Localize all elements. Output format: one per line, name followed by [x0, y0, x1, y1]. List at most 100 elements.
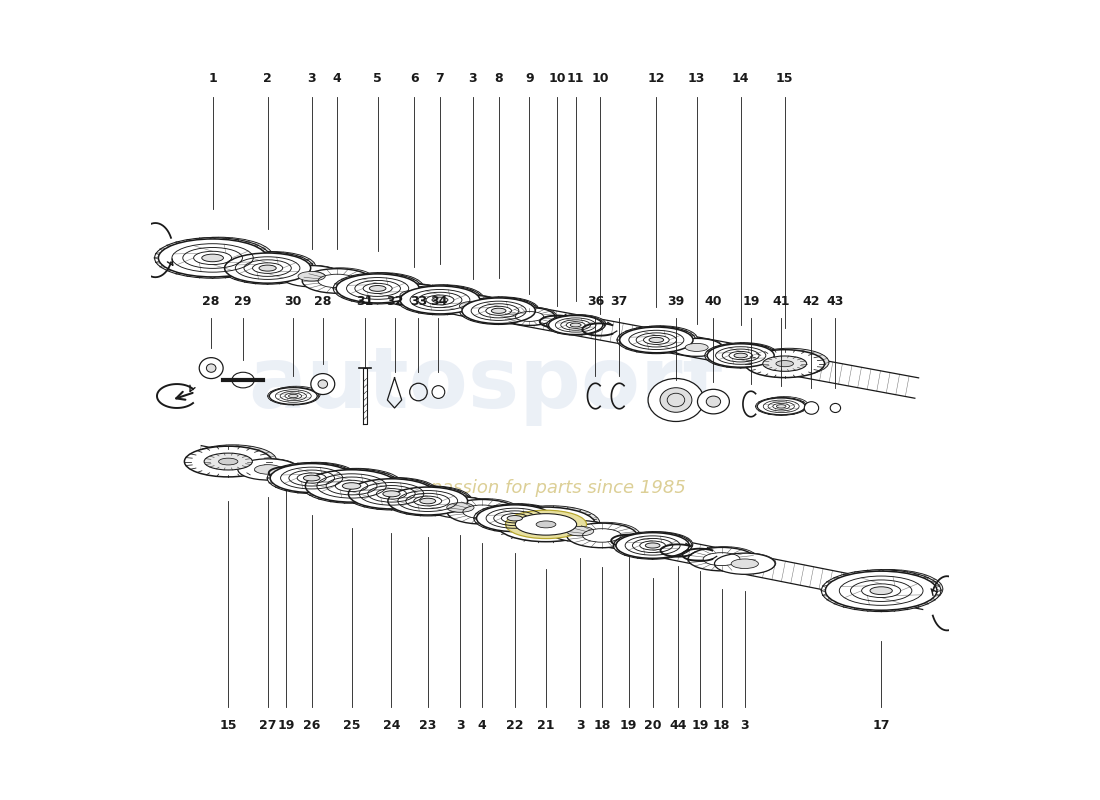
- Ellipse shape: [383, 284, 447, 306]
- Ellipse shape: [224, 253, 310, 283]
- Ellipse shape: [465, 297, 539, 322]
- Ellipse shape: [342, 482, 361, 489]
- Text: 32: 32: [386, 295, 404, 308]
- Ellipse shape: [649, 338, 663, 342]
- Ellipse shape: [400, 286, 480, 314]
- Text: 43: 43: [827, 295, 844, 308]
- Ellipse shape: [749, 348, 829, 376]
- Text: 41: 41: [772, 295, 790, 308]
- Ellipse shape: [689, 547, 755, 571]
- Ellipse shape: [431, 497, 492, 518]
- Ellipse shape: [207, 364, 216, 372]
- Ellipse shape: [273, 386, 320, 403]
- Text: 23: 23: [419, 719, 437, 732]
- Ellipse shape: [507, 515, 522, 521]
- Ellipse shape: [443, 295, 504, 316]
- Text: 29: 29: [234, 295, 252, 308]
- Ellipse shape: [732, 559, 758, 569]
- Text: 9: 9: [525, 72, 533, 85]
- Ellipse shape: [221, 252, 314, 284]
- Ellipse shape: [660, 388, 692, 412]
- Ellipse shape: [462, 298, 536, 324]
- Ellipse shape: [870, 586, 892, 594]
- Text: 34: 34: [430, 295, 447, 308]
- Text: 28: 28: [202, 295, 220, 308]
- Text: 13: 13: [688, 72, 705, 85]
- Ellipse shape: [189, 445, 276, 475]
- Ellipse shape: [550, 521, 610, 542]
- Text: 37: 37: [610, 295, 628, 308]
- Ellipse shape: [385, 486, 471, 516]
- Ellipse shape: [302, 469, 402, 503]
- Ellipse shape: [275, 462, 358, 491]
- Text: 10: 10: [549, 72, 566, 85]
- Ellipse shape: [500, 506, 600, 540]
- Ellipse shape: [238, 459, 298, 480]
- Ellipse shape: [460, 297, 538, 325]
- Ellipse shape: [392, 486, 472, 514]
- Ellipse shape: [757, 398, 805, 414]
- Ellipse shape: [383, 284, 447, 306]
- Ellipse shape: [288, 394, 298, 398]
- Text: 25: 25: [343, 719, 361, 732]
- Ellipse shape: [496, 507, 595, 542]
- Ellipse shape: [619, 532, 693, 558]
- Text: 42: 42: [803, 295, 821, 308]
- Ellipse shape: [492, 308, 506, 314]
- Ellipse shape: [258, 265, 276, 271]
- Ellipse shape: [267, 462, 356, 494]
- Ellipse shape: [318, 380, 328, 388]
- Text: 18: 18: [713, 719, 730, 732]
- Ellipse shape: [460, 302, 486, 311]
- Ellipse shape: [552, 314, 606, 334]
- Ellipse shape: [370, 286, 386, 291]
- Ellipse shape: [305, 268, 375, 292]
- Text: 19: 19: [691, 719, 708, 732]
- Text: autosport: autosport: [249, 342, 724, 426]
- Text: 4: 4: [477, 719, 486, 732]
- Text: 2: 2: [263, 72, 272, 85]
- Ellipse shape: [685, 343, 708, 351]
- Ellipse shape: [691, 546, 758, 570]
- Ellipse shape: [447, 499, 517, 524]
- Text: 44: 44: [669, 719, 686, 732]
- Ellipse shape: [549, 315, 603, 334]
- Ellipse shape: [804, 402, 818, 414]
- Ellipse shape: [762, 356, 806, 371]
- Ellipse shape: [341, 273, 424, 302]
- Ellipse shape: [239, 458, 299, 480]
- Ellipse shape: [570, 522, 640, 547]
- Text: 27: 27: [260, 719, 277, 732]
- Ellipse shape: [566, 523, 637, 548]
- Text: a passion for parts since 1985: a passion for parts since 1985: [414, 478, 686, 497]
- Ellipse shape: [614, 532, 692, 559]
- Ellipse shape: [570, 323, 581, 327]
- Ellipse shape: [267, 387, 319, 405]
- Ellipse shape: [550, 520, 612, 542]
- Text: 3: 3: [456, 719, 464, 732]
- Ellipse shape: [616, 533, 690, 558]
- Ellipse shape: [566, 526, 594, 536]
- Ellipse shape: [349, 478, 434, 509]
- Ellipse shape: [420, 498, 436, 504]
- Text: 10: 10: [591, 72, 608, 85]
- Ellipse shape: [333, 273, 422, 304]
- Text: 33: 33: [410, 295, 427, 308]
- Ellipse shape: [707, 344, 774, 367]
- Ellipse shape: [337, 274, 419, 303]
- Ellipse shape: [230, 251, 316, 282]
- Ellipse shape: [516, 514, 576, 535]
- Ellipse shape: [760, 397, 808, 414]
- Text: 12: 12: [648, 72, 666, 85]
- Text: 5: 5: [373, 72, 382, 85]
- Ellipse shape: [201, 254, 223, 262]
- Ellipse shape: [155, 238, 271, 278]
- Ellipse shape: [481, 504, 557, 530]
- Ellipse shape: [832, 570, 943, 609]
- Ellipse shape: [777, 405, 786, 408]
- Ellipse shape: [199, 358, 223, 378]
- Ellipse shape: [298, 271, 326, 281]
- Ellipse shape: [822, 570, 940, 611]
- Ellipse shape: [404, 285, 484, 313]
- Ellipse shape: [304, 475, 320, 481]
